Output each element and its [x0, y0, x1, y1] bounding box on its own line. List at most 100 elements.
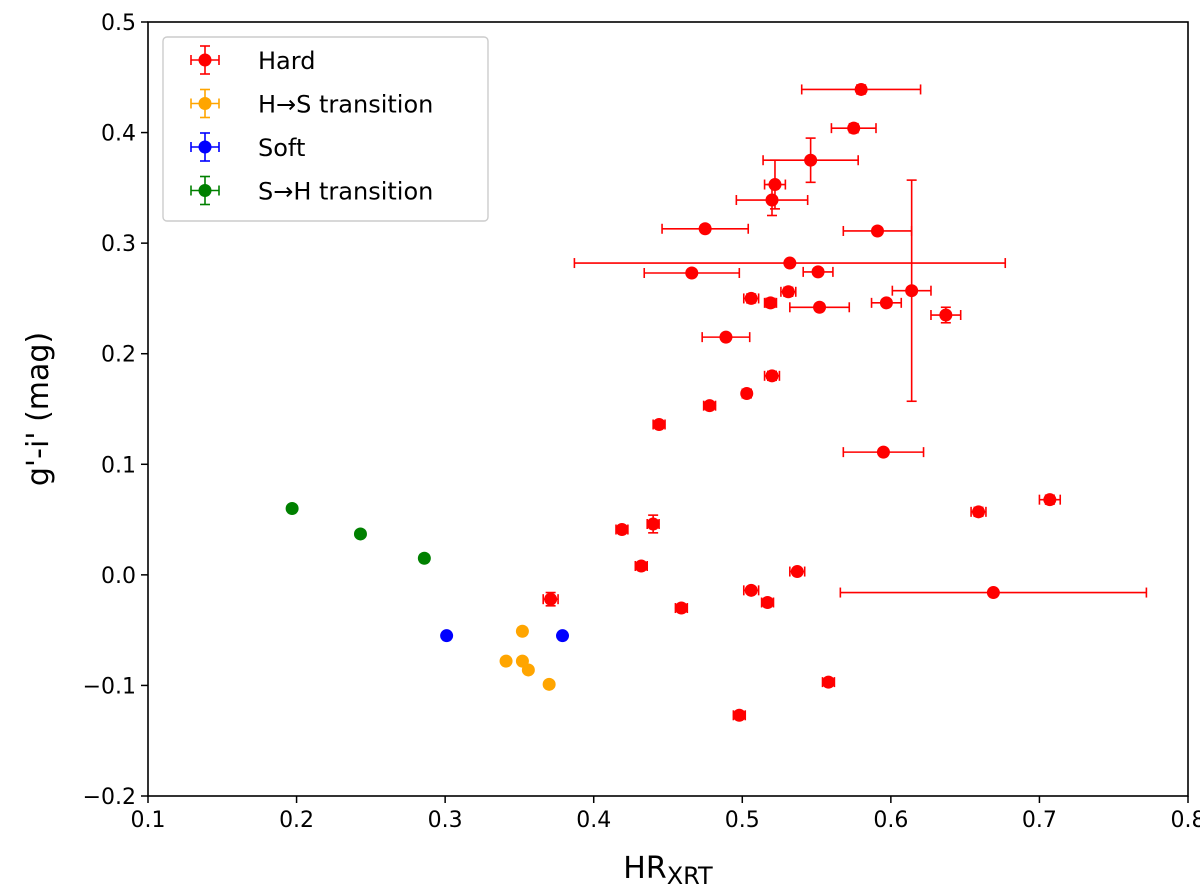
- x-axis-title: HRXRT: [623, 851, 713, 890]
- y-tick-label: −0.1: [83, 674, 136, 699]
- point-marker: [876, 445, 890, 459]
- legend-marker: [198, 184, 212, 197]
- point-marker: [685, 266, 699, 280]
- plot-frame: [147, 21, 1189, 797]
- point-marker: [544, 592, 558, 606]
- data-point: [789, 300, 851, 314]
- data-point: [839, 586, 1148, 600]
- point-marker: [285, 502, 299, 516]
- y-tick-label: 0.2: [101, 343, 136, 368]
- x-axis: 0.1 0.2 0.3 0.4 0.5 0.6 0.7 0.8: [131, 796, 1200, 833]
- data-point: [634, 559, 649, 573]
- series-h-s-transition: [499, 624, 556, 691]
- legend-marker: [198, 140, 212, 154]
- data-point: [556, 629, 570, 643]
- point-marker: [854, 82, 868, 96]
- legend-item: Soft: [190, 132, 305, 162]
- x-tick-label: 0.6: [873, 808, 908, 833]
- x-tick-label: 0.8: [1171, 808, 1200, 833]
- point-marker: [515, 624, 529, 638]
- data-point: [353, 527, 367, 541]
- point-marker: [765, 369, 779, 383]
- point-marker: [440, 629, 454, 643]
- data-point: [652, 417, 666, 431]
- y-tick-label: 0.3: [101, 232, 136, 257]
- legend-label: H→S transition: [258, 91, 433, 119]
- data-point: [842, 224, 913, 238]
- data-point: [763, 296, 778, 310]
- data-point: [830, 121, 877, 135]
- data-point: [661, 222, 750, 236]
- legend-label: Soft: [258, 134, 305, 162]
- data-point: [740, 387, 754, 401]
- point-marker: [847, 121, 861, 135]
- data-point: [285, 502, 299, 516]
- point-marker: [556, 629, 570, 643]
- legend-item: Hard: [190, 45, 315, 75]
- x-tick-label: 0.7: [1022, 808, 1057, 833]
- point-marker: [821, 675, 835, 689]
- data-point: [735, 183, 809, 217]
- point-marker: [813, 300, 827, 314]
- data-point: [842, 445, 925, 459]
- point-marker: [652, 417, 666, 431]
- data-points: [285, 82, 1148, 722]
- y-axis-title: g'-i' (mag): [21, 332, 56, 486]
- point-marker: [744, 291, 758, 305]
- y-tick-label: −0.2: [83, 785, 136, 810]
- point-marker: [719, 330, 733, 344]
- data-point: [515, 624, 529, 638]
- legend-label: Hard: [258, 47, 315, 75]
- y-tick-label: 0.0: [101, 564, 136, 589]
- legend-item: S→H transition: [190, 175, 433, 206]
- data-point: [742, 291, 760, 305]
- point-marker: [740, 387, 754, 401]
- point-marker: [939, 308, 953, 322]
- x-axis-title-main: HR: [623, 851, 666, 886]
- data-point: [930, 306, 962, 324]
- data-point: [643, 266, 741, 280]
- series-s-h-transition: [285, 502, 431, 565]
- data-point: [732, 708, 747, 722]
- x-tick-label: 0.2: [279, 808, 314, 833]
- data-point: [702, 399, 717, 413]
- data-point: [542, 591, 559, 607]
- data-point: [646, 514, 660, 534]
- point-marker: [781, 285, 795, 299]
- point-marker: [783, 256, 797, 270]
- x-axis-title-subscript: XRT: [667, 862, 713, 890]
- point-marker: [634, 559, 648, 573]
- legend-box: [162, 36, 489, 222]
- legend-marker: [198, 53, 212, 67]
- point-marker: [732, 708, 746, 722]
- data-point: [615, 523, 629, 537]
- point-marker: [542, 677, 556, 691]
- data-point: [1038, 493, 1062, 507]
- data-point: [674, 601, 689, 615]
- point-marker: [879, 296, 893, 310]
- data-point: [701, 330, 751, 344]
- point-marker: [986, 586, 1000, 600]
- point-marker: [499, 654, 513, 668]
- point-marker: [870, 224, 884, 238]
- y-axis: −0.2 −0.1 0.0 0.1 0.2 0.3 0.4 0.5: [83, 11, 148, 810]
- point-marker: [744, 583, 758, 597]
- plot-area: [147, 21, 1189, 797]
- data-point: [802, 265, 834, 279]
- data-point: [800, 82, 922, 96]
- point-marker: [353, 527, 367, 541]
- point-marker: [646, 517, 660, 531]
- y-tick-label: 0.4: [101, 122, 136, 147]
- data-point: [760, 596, 775, 609]
- data-point: [891, 179, 932, 403]
- data-point: [417, 551, 431, 565]
- series-hard: [542, 82, 1148, 722]
- data-point: [521, 663, 535, 677]
- data-point: [821, 675, 836, 689]
- data-point: [789, 565, 806, 579]
- point-marker: [811, 265, 825, 279]
- point-marker: [417, 551, 431, 565]
- data-point: [763, 369, 781, 383]
- point-marker: [703, 399, 717, 413]
